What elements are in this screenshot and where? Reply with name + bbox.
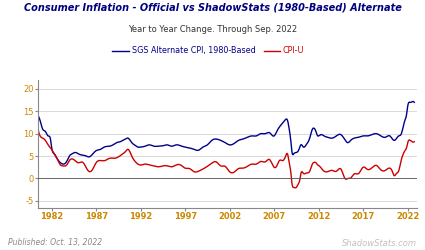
CPI-U [252,163,257,166]
SGS Alternate CPI, 1980-Based [274,130,279,133]
CPI-U [412,140,417,143]
SGS Alternate CPI, 1980-Based [263,132,268,135]
SGS Alternate CPI, 1980-Based [320,134,326,137]
Line: SGS Alternate CPI, 1980-Based: SGS Alternate CPI, 1980-Based [34,102,414,164]
CPI-U [320,169,326,172]
CPI-U [293,186,298,189]
Text: Published: Oct. 13, 2022: Published: Oct. 13, 2022 [8,238,102,248]
SGS Alternate CPI, 1980-Based [410,100,415,103]
Text: Year to Year Change. Through Sep. 2022: Year to Year Change. Through Sep. 2022 [128,25,297,34]
CPI-U [54,157,60,160]
SGS Alternate CPI, 1980-Based [61,162,66,166]
Line: CPI-U: CPI-U [34,116,414,188]
SGS Alternate CPI, 1980-Based [253,134,258,138]
Text: ShadowStats.com: ShadowStats.com [342,238,416,248]
SGS Alternate CPI, 1980-Based [412,101,417,104]
CPI-U [262,160,267,164]
Legend: SGS Alternate CPI, 1980-Based, CPI-U: SGS Alternate CPI, 1980-Based, CPI-U [109,43,308,59]
CPI-U [360,167,365,170]
Text: Consumer Inflation - Official vs ShadowStats (1980-Based) Alternate: Consumer Inflation - Official vs ShadowS… [23,2,402,12]
SGS Alternate CPI, 1980-Based [54,157,60,160]
SGS Alternate CPI, 1980-Based [31,110,37,113]
SGS Alternate CPI, 1980-Based [360,135,365,138]
CPI-U [31,114,37,117]
CPI-U [274,165,279,168]
